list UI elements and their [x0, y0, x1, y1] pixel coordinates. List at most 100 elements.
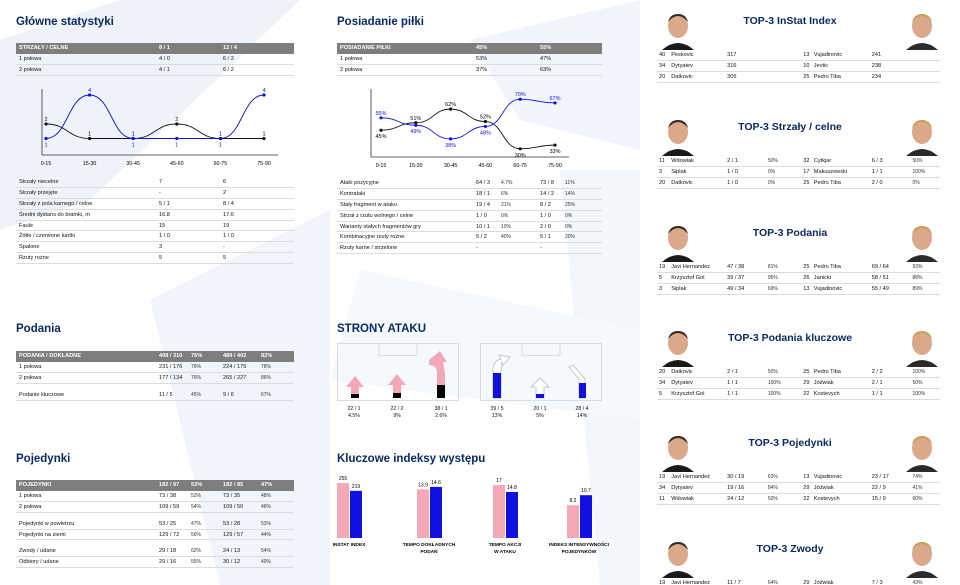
data-label: 30%: [515, 153, 526, 159]
main-stats-title: Główne statystyki: [16, 16, 114, 28]
table-row: Pojedynki na ziemi 129 / 72 56% 129 / 57 44%: [16, 529, 294, 541]
table-row: Średni dystans do bramki, m 16.8 17.6: [16, 209, 294, 221]
data-point: [88, 93, 92, 97]
data-point: [44, 136, 48, 141]
category-label: PODAŃ: [420, 547, 438, 555]
attack-label: 22 / 1 4.5%: [347, 406, 361, 419]
data-label: 33%: [549, 149, 560, 155]
data-point: [483, 119, 487, 124]
top3-title: TOP-3 Podania: [752, 227, 828, 239]
data-label: 1: [88, 132, 91, 138]
table-row: Strzał z rzutu wolnego / celne 1 / 0 0% 1 /…: [337, 210, 602, 222]
data-label: 62%: [445, 102, 456, 108]
table-row: Podanie kluczowe 11 / 5 45% 9 / 6 67%: [16, 389, 294, 401]
data-point: [88, 136, 92, 141]
possession-by-period-chart: 0-15 45% 55% 15-30 51% 49% 30-45 62% 38% 45-60 52%…: [370, 89, 569, 169]
table-row: Rzuty rożne 5 5: [16, 252, 294, 264]
table-row: 20 Datkovic 1 / 0 0% 25 Pedro Tiba 2 / 0 0%: [657, 177, 940, 189]
series-line-home: [380, 108, 556, 150]
main-stats-table-2: Strzały niecelne 7 6 Strzały przejęte -2 St…: [16, 177, 294, 264]
header-home: 8 / 1: [156, 43, 220, 54]
table-row: Warianty stałych fragmentów gry 10 / 1 10%…: [337, 221, 602, 233]
data-point: [553, 143, 557, 147]
header-label: STRZAŁY / CELNE: [16, 43, 156, 54]
category-label: TEMPO AKCJI: [489, 542, 522, 548]
data-label: 67%: [549, 96, 560, 102]
top3-table: 19 Javi Hernandez 47 / 38 81% 25 Pedro Tiba 69…: [657, 262, 940, 295]
table-row: 19 Javi Hernandez 30 / 19 63% 13 Vujadinovic 2…: [657, 472, 940, 484]
top3-title: TOP-3 InStat Index: [743, 15, 837, 27]
attack-sides-title: STRONY ATAKU: [337, 323, 427, 335]
attack-label: 39 / 5 13%: [490, 406, 504, 419]
x-tick-label: 60-75: [513, 163, 527, 169]
player-photo-home: [662, 331, 694, 367]
bar-value-label: 17: [496, 478, 502, 484]
data-label: 55%: [375, 111, 386, 117]
category-label: TEMPO DOKŁADNYCH: [403, 542, 456, 548]
player-photo-away: [906, 14, 938, 50]
x-tick-label: 45-60: [170, 161, 184, 167]
main-stats-table: STRZAŁY / CELNE 8 / 1 12 / 4 1 połowa 4 / 0…: [16, 43, 294, 76]
category-label: INDEKS INTENSYWNOŚCI: [549, 541, 610, 548]
bar-value-label: 8.2: [570, 498, 577, 504]
bar-away: [506, 491, 518, 538]
duels-table: POJEDYNKI 182 / 97 53% 182 / 85 47% 1 połowa…: [16, 480, 294, 569]
table-row: Zwody / udane 29 / 18 62% 24 / 13 54%: [16, 545, 294, 558]
table-row: Faule 15 19: [16, 220, 294, 232]
data-point: [379, 116, 383, 120]
player-photo-away: [906, 120, 938, 156]
x-tick-label: 75-90: [548, 163, 562, 169]
attack-label: 22 / 2 9%: [390, 406, 404, 419]
shots-by-period-chart: 0-15 2 1 15-30 1 4 30-45 1 1 45-60 2 1 60-75 1 1 75-90 1…: [41, 88, 278, 167]
top3-title: TOP-3 Strzały / celne: [738, 121, 842, 133]
table-row: Kontrataki 18 / 1 6% 14 / 2 14%: [337, 188, 602, 201]
data-label: 1: [219, 132, 222, 138]
table-row: Spalone 3-: [16, 241, 294, 254]
data-point: [449, 107, 453, 111]
top3-title: TOP-3 Pojedynki: [748, 437, 832, 449]
table-row: 19 Javi Hernandez 47 / 38 81% 25 Pedro Tiba 69…: [657, 262, 940, 274]
data-point: [379, 128, 383, 132]
attack-label: 20 / 1 5%: [533, 406, 547, 419]
table-row: 2 połowa 177 / 134 76% 265 / 227 86%: [16, 372, 294, 384]
table-row: 2 połowa 109 / 59 54% 109 / 50 46%: [16, 501, 294, 513]
data-label: 38%: [445, 143, 456, 149]
top3-table: 40 Peskovic 317 13 Vujadinovic 241 34 Dytyatev 3…: [657, 50, 940, 83]
data-point: [518, 147, 522, 151]
possession-table: POSIADANIE PIŁKI 45% 55% 1 połowa 53% 47% 2 …: [337, 43, 602, 76]
table-row: Odbiory / udane 29 / 16 55% 30 / 12 40%: [16, 556, 294, 569]
data-point: [553, 101, 557, 105]
data-label: 4: [262, 88, 265, 94]
table-row: 3 Siplak 49 / 34 69% 13 Vujadinovic 55 / 49 89%: [657, 283, 940, 295]
table-row: 20 Datkovic 2 / 1 50% 25 Pedro Tiba 2 / 2 100%: [657, 367, 940, 379]
player-photo-away: [906, 542, 938, 578]
data-point: [175, 122, 179, 126]
possession-table-2: Ataki pozycyjne 64 / 3 4.7% 73 / 8 11% Kontr…: [337, 178, 602, 255]
table-row: 1 połowa 53% 47%: [337, 53, 602, 66]
bar-away: [580, 495, 592, 538]
attack-sides-graphic: [337, 343, 602, 401]
player-photo-away: [906, 226, 938, 262]
header-away: 12 / 4: [220, 43, 294, 54]
bar-home: [337, 483, 349, 538]
passes-table: PODANIA / DOKŁADNE 408 / 310 76% 489 / 402 8…: [16, 351, 294, 401]
x-tick-label: 15-30: [83, 161, 97, 167]
table-row: 1 połowa 231 / 176 76% 224 / 175 78%: [16, 361, 294, 374]
bar-home: [417, 489, 429, 538]
key-indexes-title: Kluczowe indeksy występu: [337, 453, 486, 465]
bar-away: [350, 490, 362, 538]
player-photo-away: [906, 436, 938, 472]
top3-table: 19 Javi Hernandez 30 / 19 63% 13 Vujadinovic 2…: [657, 472, 940, 505]
duels-title: Pojedynki: [16, 453, 71, 465]
player-photo-home: [662, 120, 694, 156]
category-label: POJEDYNKÓW: [562, 547, 597, 555]
x-tick-label: 30-45: [444, 163, 458, 169]
top3-table: 20 Datkovic 2 / 1 50% 25 Pedro Tiba 2 / 2 100% 3…: [657, 367, 940, 400]
table-row: Pojedynki w powietrzu 53 / 25 47% 53 / 28 53…: [16, 518, 294, 530]
data-label: 1: [132, 143, 135, 149]
